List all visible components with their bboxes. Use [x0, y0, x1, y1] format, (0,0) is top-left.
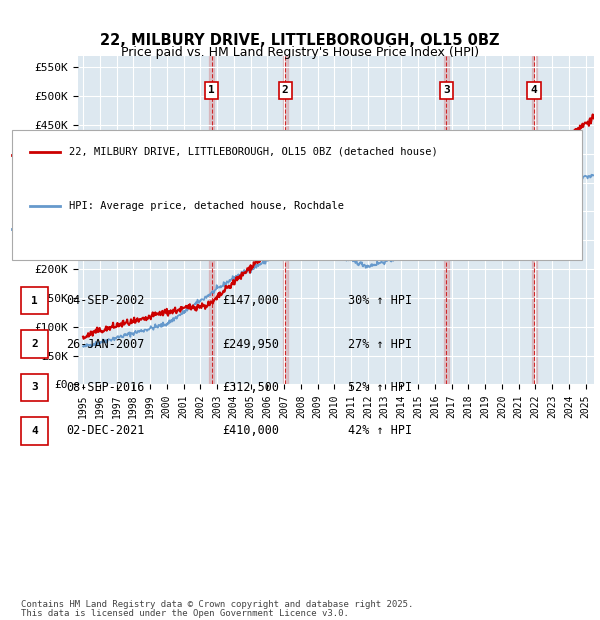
Text: 3: 3 — [31, 383, 38, 392]
Text: Contains HM Land Registry data © Crown copyright and database right 2025.: Contains HM Land Registry data © Crown c… — [21, 600, 413, 609]
Text: 4: 4 — [530, 86, 538, 95]
Text: Price paid vs. HM Land Registry's House Price Index (HPI): Price paid vs. HM Land Registry's House … — [121, 46, 479, 59]
Text: 08-SEP-2016: 08-SEP-2016 — [66, 381, 145, 394]
Text: HPI: Average price, detached house, Rochdale: HPI: Average price, detached house, Roch… — [69, 201, 344, 211]
Text: 42% ↑ HPI: 42% ↑ HPI — [348, 425, 412, 437]
Text: 27% ↑ HPI: 27% ↑ HPI — [348, 338, 412, 350]
Bar — [209, 56, 214, 384]
Bar — [283, 56, 288, 384]
Text: This data is licensed under the Open Government Licence v3.0.: This data is licensed under the Open Gov… — [21, 609, 349, 618]
Text: 02-DEC-2021: 02-DEC-2021 — [66, 425, 145, 437]
Text: 04-SEP-2002: 04-SEP-2002 — [66, 294, 145, 307]
Text: 2: 2 — [31, 339, 38, 349]
Bar — [532, 56, 536, 384]
Text: 1: 1 — [208, 86, 215, 95]
Text: £312,500: £312,500 — [222, 381, 279, 394]
Text: 4: 4 — [31, 426, 38, 436]
Text: 1: 1 — [31, 296, 38, 306]
Text: £249,950: £249,950 — [222, 338, 279, 350]
Text: £147,000: £147,000 — [222, 294, 279, 307]
Text: 3: 3 — [443, 86, 449, 95]
Text: 26-JAN-2007: 26-JAN-2007 — [66, 338, 145, 350]
Text: 22, MILBURY DRIVE, LITTLEBOROUGH, OL15 0BZ: 22, MILBURY DRIVE, LITTLEBOROUGH, OL15 0… — [100, 33, 500, 48]
Text: £410,000: £410,000 — [222, 425, 279, 437]
Text: 52% ↑ HPI: 52% ↑ HPI — [348, 381, 412, 394]
Text: 2: 2 — [282, 86, 289, 95]
Bar — [444, 56, 449, 384]
Text: 30% ↑ HPI: 30% ↑ HPI — [348, 294, 412, 307]
Text: 22, MILBURY DRIVE, LITTLEBOROUGH, OL15 0BZ (detached house): 22, MILBURY DRIVE, LITTLEBOROUGH, OL15 0… — [69, 147, 438, 157]
